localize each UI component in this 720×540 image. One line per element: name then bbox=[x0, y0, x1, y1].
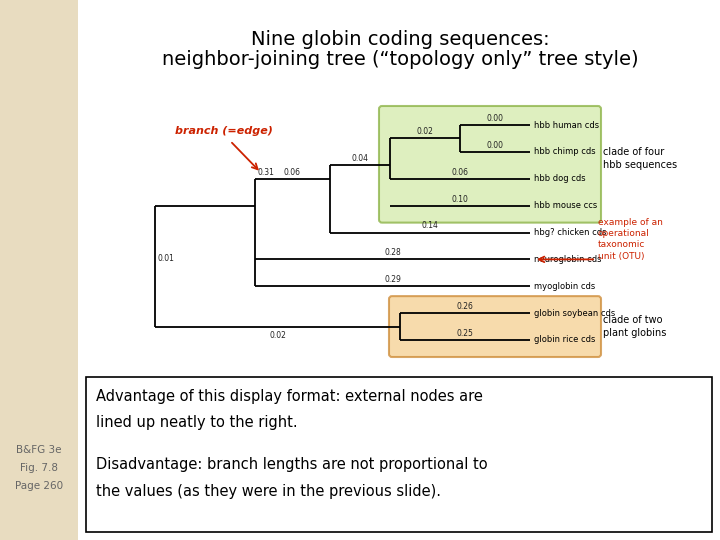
Text: 0.14: 0.14 bbox=[422, 221, 438, 231]
FancyBboxPatch shape bbox=[389, 296, 601, 357]
Text: 0.10: 0.10 bbox=[451, 194, 469, 204]
Text: myoglobin cds: myoglobin cds bbox=[534, 282, 595, 291]
Text: branch (=edge): branch (=edge) bbox=[175, 126, 273, 136]
Text: B&FG 3e: B&FG 3e bbox=[17, 445, 62, 455]
Text: 0.06: 0.06 bbox=[284, 168, 301, 177]
Text: neuroglobin cds: neuroglobin cds bbox=[534, 255, 601, 264]
Text: hbb chimp cds: hbb chimp cds bbox=[534, 147, 595, 157]
Text: 0.29: 0.29 bbox=[384, 275, 401, 284]
Text: clade of two
plant globins: clade of two plant globins bbox=[603, 315, 667, 338]
Text: 0.00: 0.00 bbox=[487, 141, 503, 150]
Text: 0.02: 0.02 bbox=[417, 127, 433, 137]
FancyBboxPatch shape bbox=[379, 106, 601, 222]
Text: globin soybean cds: globin soybean cds bbox=[534, 309, 616, 318]
Text: Advantage of this display format: external nodes are: Advantage of this display format: extern… bbox=[96, 389, 483, 404]
Text: Nine globin coding sequences:: Nine globin coding sequences: bbox=[251, 30, 549, 49]
Text: the values (as they were in the previous slide).: the values (as they were in the previous… bbox=[96, 484, 441, 499]
Bar bbox=[86, 377, 712, 532]
Text: 0.28: 0.28 bbox=[384, 248, 401, 258]
Text: lined up neatly to the right.: lined up neatly to the right. bbox=[96, 415, 297, 430]
Text: 0.00: 0.00 bbox=[487, 114, 503, 123]
Text: hbb mouse ccs: hbb mouse ccs bbox=[534, 201, 598, 210]
Text: 0.02: 0.02 bbox=[269, 330, 286, 340]
Text: globin rice cds: globin rice cds bbox=[534, 335, 595, 345]
Text: hbg? chicken cds: hbg? chicken cds bbox=[534, 228, 606, 237]
Text: clade of four
hbb sequences: clade of four hbb sequences bbox=[603, 147, 677, 170]
Text: Disadvantage: branch lengths are not proportional to: Disadvantage: branch lengths are not pro… bbox=[96, 457, 487, 472]
Bar bbox=[78, 0, 720, 540]
Text: Page 260: Page 260 bbox=[15, 481, 63, 491]
Text: 0.01: 0.01 bbox=[158, 254, 175, 263]
Text: Fig. 7.8: Fig. 7.8 bbox=[20, 463, 58, 473]
Text: hbb human cds: hbb human cds bbox=[534, 120, 599, 130]
Text: 0.31: 0.31 bbox=[258, 168, 275, 177]
Text: 0.06: 0.06 bbox=[451, 168, 469, 177]
Text: 0.26: 0.26 bbox=[456, 302, 474, 311]
Text: hbb dog cds: hbb dog cds bbox=[534, 174, 585, 183]
Text: 0.25: 0.25 bbox=[456, 329, 474, 338]
Text: neighbor-joining tree (“topology only” tree style): neighbor-joining tree (“topology only” t… bbox=[162, 50, 639, 69]
Text: 0.04: 0.04 bbox=[351, 154, 369, 163]
Text: example of an
operational
taxonomic
unit (OTU): example of an operational taxonomic unit… bbox=[598, 218, 663, 260]
